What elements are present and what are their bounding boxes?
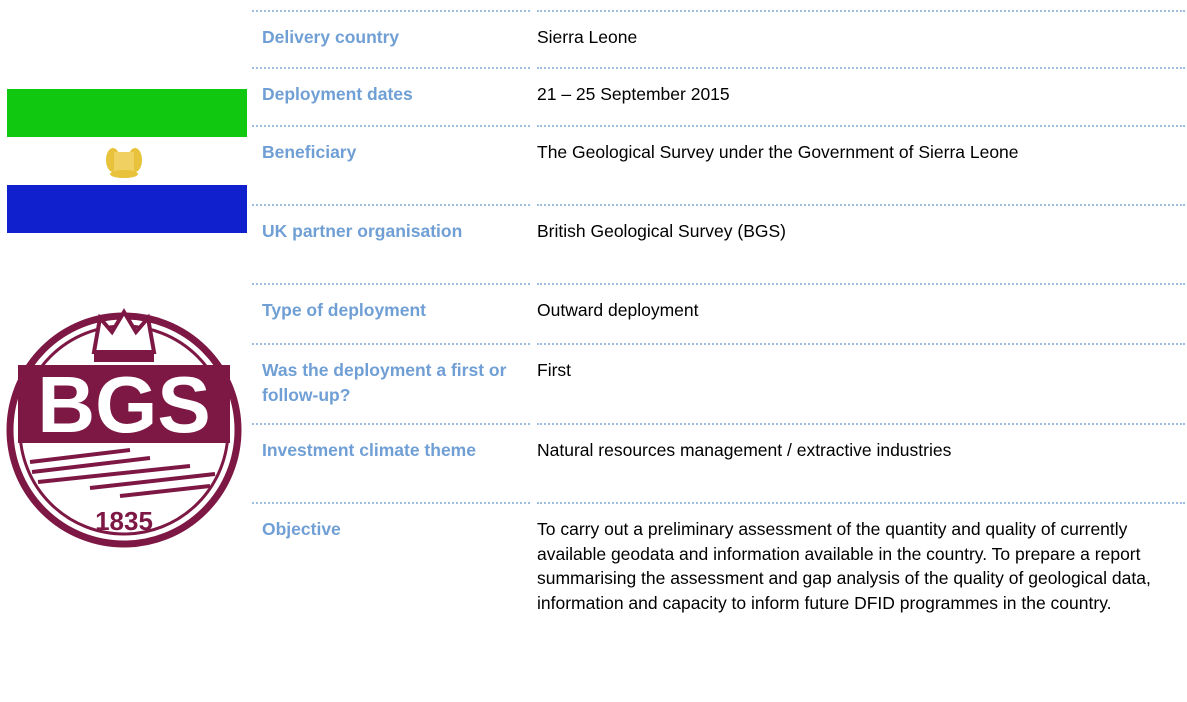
logo-year: 1835 xyxy=(95,506,153,536)
divider xyxy=(537,204,1185,206)
divider xyxy=(537,125,1185,127)
divider xyxy=(537,343,1185,345)
divider xyxy=(537,10,1185,12)
row-value: Sierra Leone xyxy=(537,27,638,47)
divider xyxy=(537,423,1185,425)
row-label: Delivery country xyxy=(262,27,400,47)
row-value: British Geological Survey (BGS) xyxy=(537,221,786,241)
divider xyxy=(252,423,530,425)
row-value: Outward deployment xyxy=(537,300,699,320)
row-label: Deployment dates xyxy=(262,84,413,104)
divider xyxy=(537,67,1185,69)
divider xyxy=(252,283,530,285)
images: BGS 1835 xyxy=(6,89,247,548)
row-value: 21 – 25 September 2015 xyxy=(537,84,730,104)
divider xyxy=(537,283,1185,285)
divider xyxy=(252,125,530,127)
divider xyxy=(252,343,530,345)
row-label: UK partner organisation xyxy=(262,221,463,241)
row-label: Objective xyxy=(262,519,341,539)
row-value: The Geological Survey under the Governme… xyxy=(537,142,1019,162)
divider xyxy=(252,10,530,12)
row-value: Natural resources management / extractiv… xyxy=(537,440,952,460)
row-label: Investment climate theme xyxy=(262,440,476,460)
row-label: Type of deployment xyxy=(262,300,426,320)
divider xyxy=(252,67,530,69)
divider xyxy=(252,502,530,504)
logo-initials: BGS xyxy=(37,360,210,449)
row-label: Was the deployment a first or follow-up? xyxy=(262,360,507,405)
row-value: To carry out a preliminary assessment of… xyxy=(537,519,1151,613)
bgs-logo: BGS 1835 xyxy=(6,308,242,548)
flag xyxy=(7,89,247,233)
divider xyxy=(537,502,1185,504)
row-value: First xyxy=(537,360,572,380)
divider xyxy=(252,204,530,206)
row-label: Beneficiary xyxy=(262,142,357,162)
